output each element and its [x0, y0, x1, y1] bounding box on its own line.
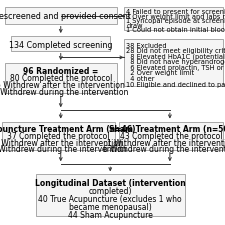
Text: 6 Elevated prolactin, TSH or 17 OHP: 6 Elevated prolactin, TSH or 17 OHP	[126, 65, 225, 71]
Text: 2 Over weight limit: 2 Over weight limit	[126, 70, 195, 76]
FancyBboxPatch shape	[2, 122, 115, 150]
Text: 4 other: 4 other	[126, 76, 155, 82]
Text: 43 Completed the protocol: 43 Completed the protocol	[120, 132, 222, 141]
Text: 1 Could not obtain initial blood sample: 1 Could not obtain initial blood sample	[126, 27, 225, 33]
Text: 4 Failed to present for screening labs: 4 Failed to present for screening labs	[126, 9, 225, 16]
Text: 8 Did not have hyperandrogenemia: 8 Did not have hyperandrogenemia	[126, 59, 225, 65]
Text: 8 Elevated HbA1C (potential diabetes): 8 Elevated HbA1C (potential diabetes)	[126, 54, 225, 60]
FancyBboxPatch shape	[36, 174, 184, 216]
FancyBboxPatch shape	[119, 122, 223, 150]
Text: 5 Withdrew after the intervention: 5 Withdrew after the intervention	[0, 81, 125, 90]
Text: 10 Eligible and declined to participate: 10 Eligible and declined to participate	[126, 82, 225, 88]
Text: became menopausal): became menopausal)	[69, 203, 152, 212]
Text: Acupuncture Treatment Arm (n=46): Acupuncture Treatment Arm (n=46)	[0, 125, 136, 134]
FancyBboxPatch shape	[124, 7, 223, 30]
Text: 96 Randomized =: 96 Randomized =	[23, 67, 98, 76]
Text: 37 Completed the protocol: 37 Completed the protocol	[7, 132, 110, 141]
FancyBboxPatch shape	[124, 39, 223, 86]
Text: 38 Excluded: 38 Excluded	[126, 43, 167, 49]
Text: Sham Treatment Arm (n=50): Sham Treatment Arm (n=50)	[109, 125, 225, 134]
Text: 40 True Acupuncture (excludes 1 who: 40 True Acupuncture (excludes 1 who	[38, 195, 182, 204]
FancyBboxPatch shape	[11, 36, 110, 51]
Text: 1 Syncopal episode at screening blood: 1 Syncopal episode at screening blood	[126, 18, 225, 24]
Text: 134 Completed screening: 134 Completed screening	[9, 41, 112, 50]
Text: 4 Withdrew during the intervention: 4 Withdrew during the intervention	[0, 145, 126, 154]
Text: 44 Sham Acupuncture: 44 Sham Acupuncture	[68, 211, 153, 220]
Text: 4 Withdrew after the intervention: 4 Withdrew after the intervention	[0, 139, 123, 148]
Text: 80 Completed the protocol: 80 Completed the protocol	[10, 74, 112, 83]
Text: Longitudinal Dataset (intervention: Longitudinal Dataset (intervention	[35, 179, 186, 188]
Text: Prescreened and provided consent: Prescreened and provided consent	[0, 12, 131, 21]
Text: 6 Withdrew during the intervention: 6 Withdrew during the intervention	[103, 145, 225, 154]
Text: 3 Over weight limit and labs not drawn: 3 Over weight limit and labs not drawn	[126, 14, 225, 20]
Text: 28 Did not meet eligibility criteria: 28 Did not meet eligibility criteria	[126, 48, 225, 54]
Text: 1 Withdrew during the intervention: 1 Withdrew during the intervention	[0, 88, 128, 97]
Text: 1 Withdrew after the intervention: 1 Withdrew after the intervention	[107, 139, 225, 148]
FancyBboxPatch shape	[4, 7, 117, 24]
Text: completed): completed)	[88, 187, 132, 196]
Text: draw: draw	[126, 23, 143, 29]
FancyBboxPatch shape	[4, 63, 117, 93]
